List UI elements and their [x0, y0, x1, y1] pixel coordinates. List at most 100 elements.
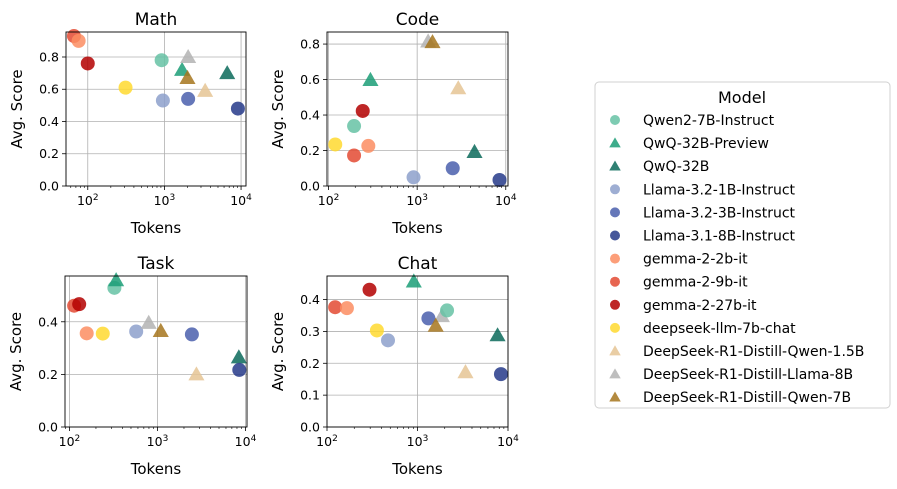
legend-item: gemma-2-2b-it [610, 252, 748, 268]
data-point [380, 333, 395, 348]
legend-title: Model [718, 88, 766, 107]
subplot-title: Chat [398, 254, 438, 274]
legend-label: deepseek-llm-7b-chat [643, 321, 796, 337]
circle-marker-icon [610, 253, 620, 264]
legend-item: Llama-3.1-8B-Instruct [610, 229, 796, 245]
legend-item: DeepSeek-R1-Distill-Llama-8B [609, 367, 853, 383]
x-tick-label: 103 [154, 193, 176, 208]
x-axis-label: Tokens [391, 219, 443, 237]
x-tick-label: 102 [77, 193, 99, 208]
x-axis-label: Tokens [391, 460, 443, 478]
data-point [230, 101, 245, 116]
triangle-marker-icon [609, 368, 621, 379]
legend-item: QwQ-32B [609, 159, 709, 175]
x-tick-label: 103 [406, 193, 428, 208]
y-tick-label: 0.6 [39, 82, 59, 97]
data-point [493, 367, 508, 382]
y-tick-label: 0.0 [300, 420, 320, 435]
x-tick-label: 104 [230, 193, 252, 208]
data-point [219, 65, 236, 80]
y-axis-label: Avg. Score [7, 312, 25, 391]
data-point [347, 119, 362, 134]
x-tick-label: 104 [497, 434, 519, 449]
data-point [355, 103, 370, 118]
legend-label: QwQ-32B [643, 159, 709, 175]
subplot-title: Math [135, 10, 178, 30]
data-point [362, 282, 377, 297]
subplot-title: Code [396, 10, 440, 30]
legend-item: Qwen2-7B-Instruct [610, 113, 775, 129]
y-tick-label: 0.3 [300, 324, 320, 339]
y-tick-label: 0.2 [300, 143, 320, 158]
circle-marker-icon [610, 276, 620, 287]
data-point [328, 300, 343, 315]
y-axis-label: Avg. Score [8, 69, 26, 148]
circle-marker-icon [610, 299, 620, 310]
data-point [424, 34, 441, 49]
data-point [180, 48, 197, 64]
y-tick-label: 0.6 [300, 72, 320, 87]
subplot-chat: 102 103 104 0.0 0.1 0.2 0.3 0.4 Chat Tokens Avg. S… [269, 254, 519, 478]
legend-label: Llama-3.2-1B-Instruct [643, 182, 796, 198]
circle-marker-icon [610, 115, 620, 125]
y-tick-label: 0.2 [38, 367, 58, 382]
data-point [361, 138, 376, 153]
subplot-math: 102 103 104 0.0 0.2 0.4 0.6 0.8 Math Tokens Avg. S… [8, 10, 252, 237]
y-tick-label: 0.0 [300, 179, 320, 194]
x-tick-label: 104 [235, 434, 257, 449]
x-tick-label: 103 [147, 434, 169, 449]
data-point [492, 172, 507, 187]
data-point [152, 322, 169, 338]
legend-label: QwQ-32B-Preview [643, 136, 769, 152]
x-axis-label: Tokens [130, 219, 182, 237]
data-point [197, 82, 214, 97]
data-point [457, 364, 474, 379]
data-point [179, 69, 196, 84]
legend-label: gemma-2-9b-it [643, 275, 748, 291]
data-point [154, 53, 169, 68]
legend-label: Llama-3.1-8B-Instruct [643, 229, 796, 245]
data-point [421, 311, 436, 326]
data-point [155, 93, 170, 108]
y-tick-label: 0.8 [300, 37, 320, 52]
x-tick-label: 102 [318, 193, 340, 208]
legend-label: gemma-2-2b-it [643, 252, 748, 268]
legend-frame [594, 81, 891, 409]
data-point [445, 161, 460, 176]
legend-item: DeepSeek-R1-Distill-Qwen-1.5B [609, 344, 864, 360]
triangle-marker-icon [609, 345, 621, 356]
data-point [72, 297, 87, 312]
data-point [232, 362, 247, 377]
data-point [489, 327, 506, 342]
x-tick-label: 102 [59, 434, 81, 449]
legend-label: DeepSeek-R1-Distill-Qwen-7B [643, 390, 851, 406]
data-point [79, 326, 94, 341]
data-point [188, 366, 205, 381]
legend-item: Llama-3.2-1B-Instruct [610, 182, 796, 198]
legend-item: gemma-2-27b-it [610, 298, 757, 314]
y-tick-label: 0.4 [300, 108, 320, 123]
data-point [339, 301, 354, 316]
data-point [369, 323, 384, 338]
legend-item: deepseek-llm-7b-chat [610, 321, 796, 337]
x-tick-label: 102 [316, 434, 338, 449]
axes-frame [65, 31, 247, 187]
circle-marker-icon [610, 230, 620, 241]
circle-marker-icon [610, 207, 620, 218]
legend-item: gemma-2-9b-it [610, 275, 748, 291]
data-point [405, 273, 422, 288]
triangle-marker-icon [609, 391, 621, 402]
data-point [347, 148, 362, 163]
data-point [181, 91, 196, 106]
legend-label: Llama-3.2-3B-Instruct [643, 205, 796, 221]
legend-item: Llama-3.2-3B-Instruct [610, 205, 796, 221]
legend-label: DeepSeek-R1-Distill-Qwen-1.5B [643, 344, 864, 360]
data-point [118, 80, 133, 95]
data-point [450, 80, 467, 95]
circle-marker-icon [610, 322, 620, 333]
legend-item: QwQ-32B-Preview [609, 136, 769, 152]
subplot-task: 102 103 104 0.0 0.2 0.4 Task Tokens Avg. Score [7, 254, 257, 478]
data-point [362, 71, 379, 86]
x-tick-label: 103 [407, 434, 429, 449]
